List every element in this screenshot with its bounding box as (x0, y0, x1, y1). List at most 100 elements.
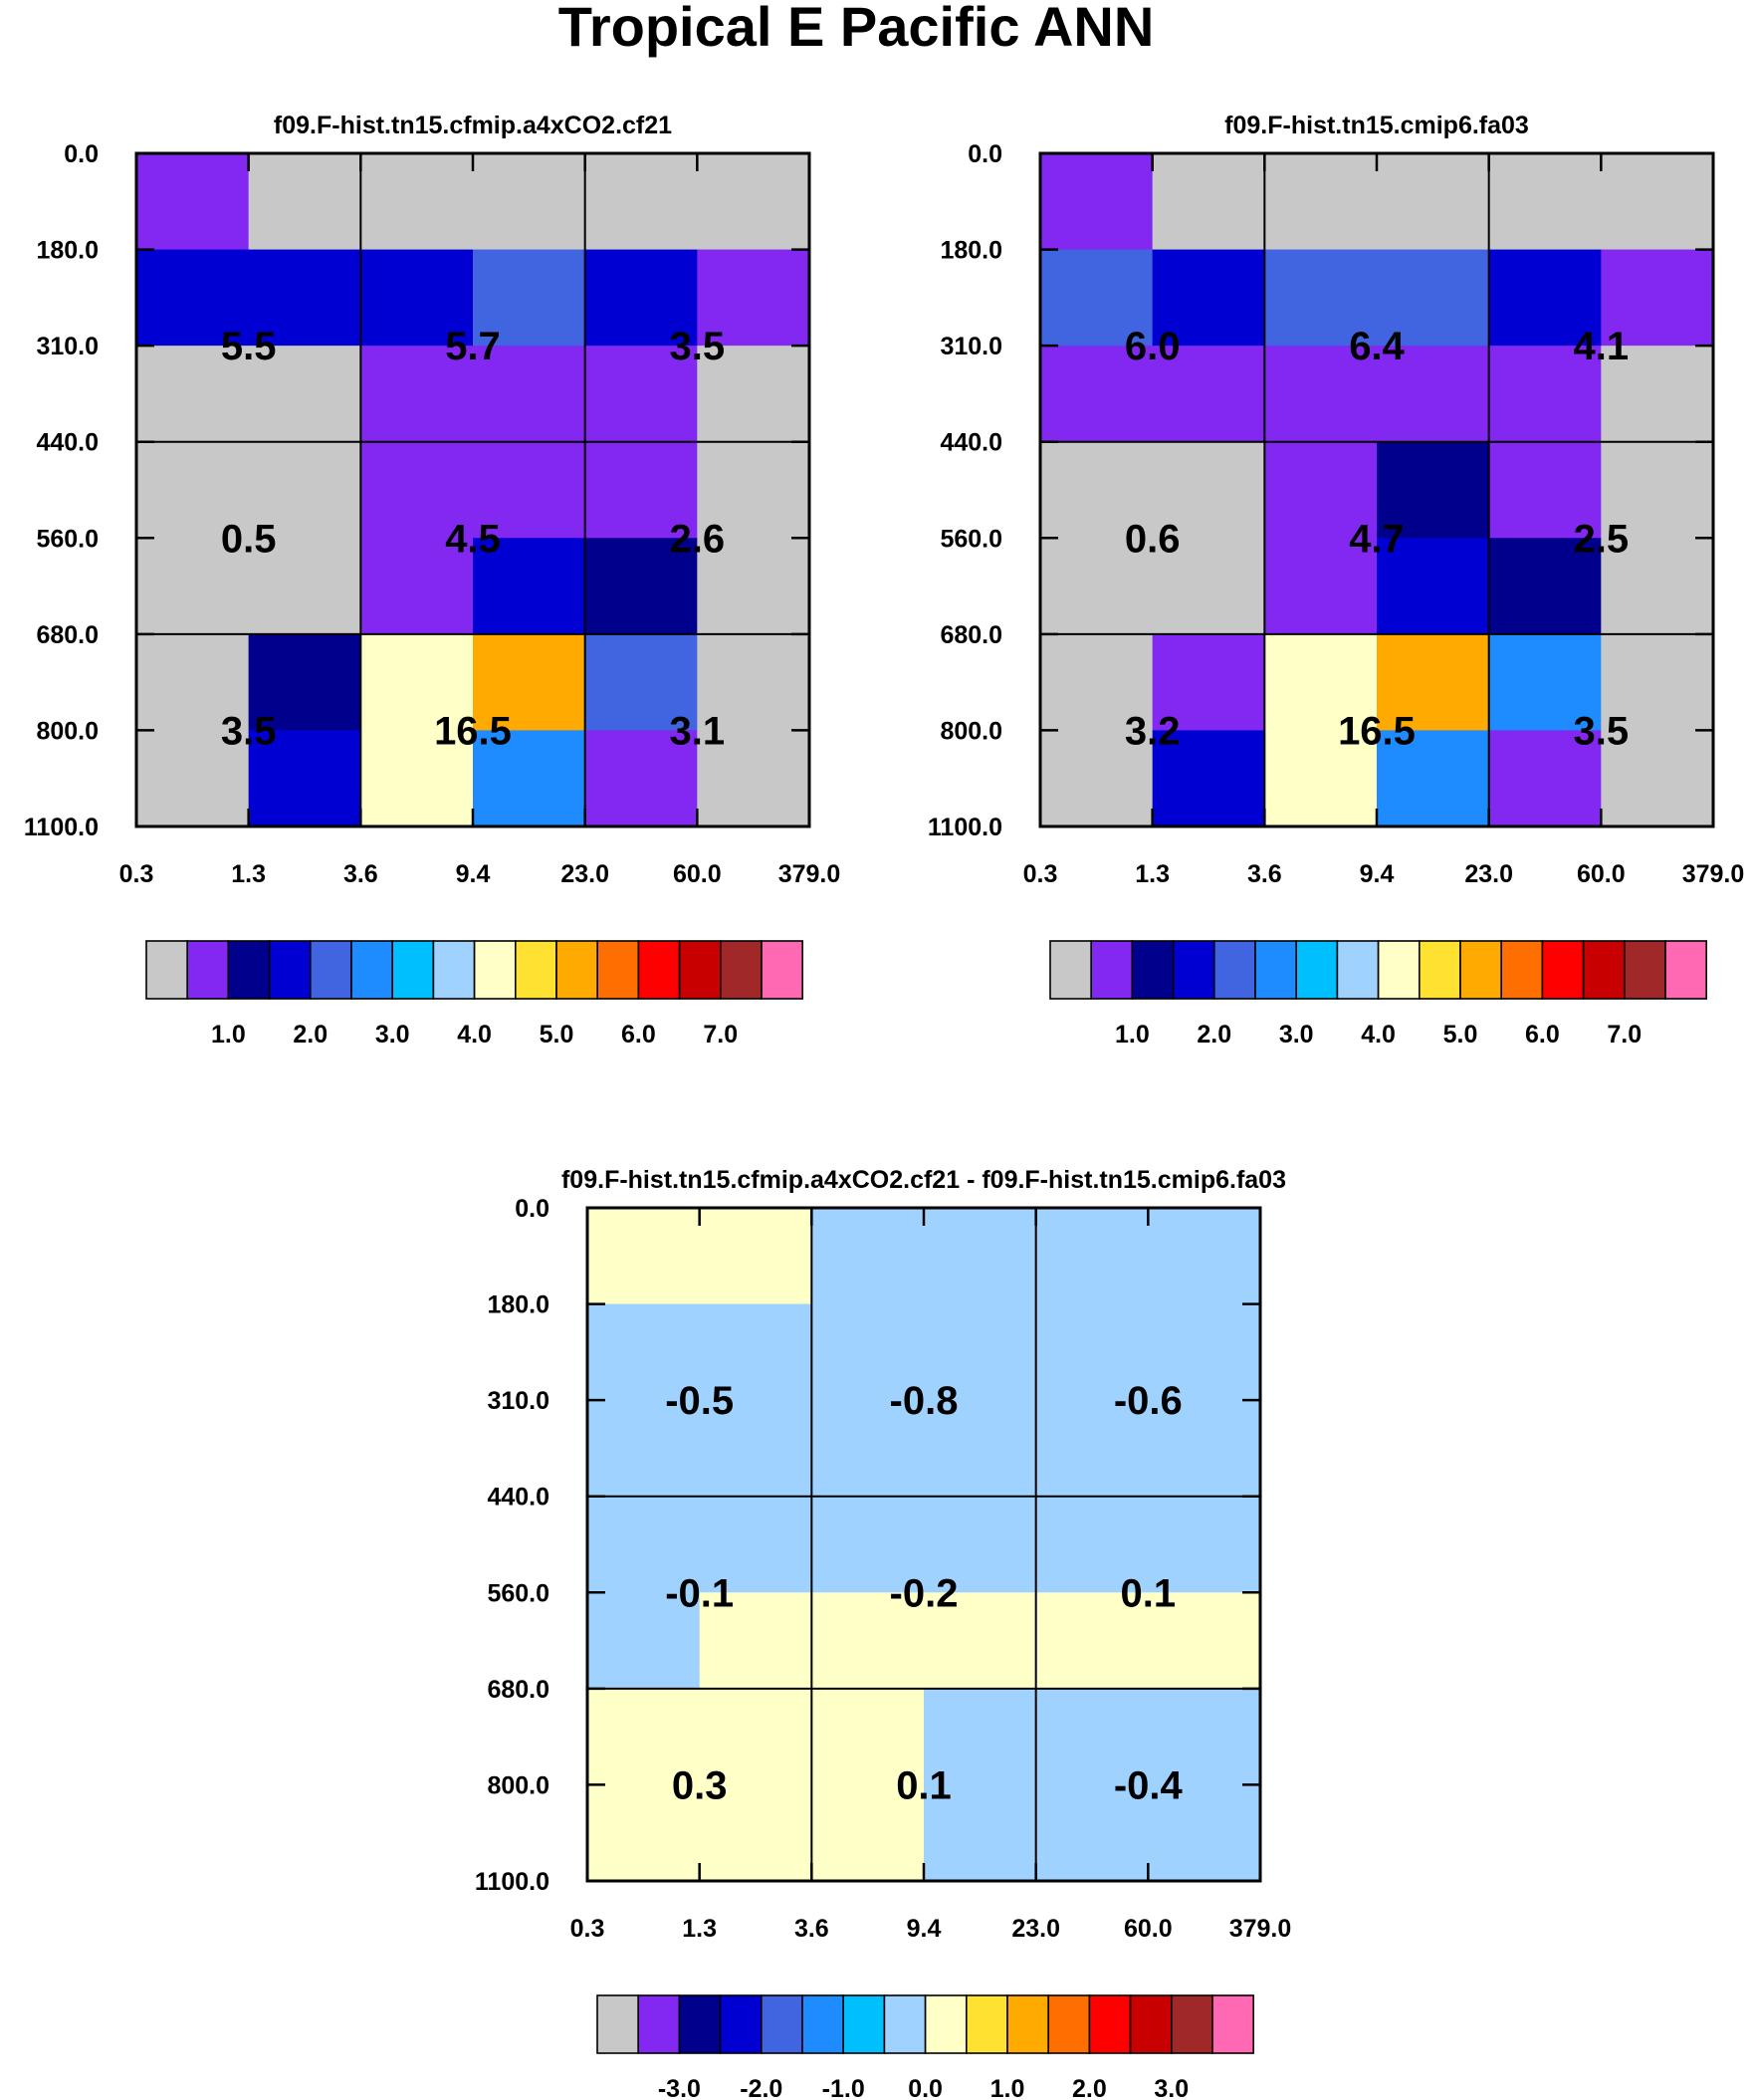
heatmap-cell (1488, 730, 1602, 827)
heatmap-cell (248, 633, 361, 732)
block-value-label: 3.2 (1125, 709, 1181, 753)
block-value-label: 16.5 (1338, 709, 1416, 753)
x-tick-label: 60.0 (1577, 860, 1626, 888)
y-tick-label: 800.0 (36, 717, 99, 745)
colorbar-box (965, 1994, 1008, 2054)
heatmap-cell (587, 1208, 701, 1305)
heatmap-cell (1488, 633, 1602, 732)
x-tick-label: 9.4 (456, 860, 491, 888)
colorbar-box (1006, 1994, 1050, 2054)
colorbar-box (637, 1994, 681, 2054)
heatmap-cell (587, 1784, 701, 1882)
block-value-label: 0.3 (672, 1763, 728, 1807)
colorbar-box (1171, 1994, 1213, 2054)
y-tick-label: 800.0 (487, 1771, 549, 1799)
colorbar-box (1295, 940, 1339, 1000)
heatmap-cell (587, 1592, 701, 1690)
y-tick-label: 680.0 (36, 621, 99, 649)
heatmap-cell (1601, 441, 1714, 539)
heatmap-cell (1264, 538, 1378, 635)
heatmap-cell (924, 1303, 1037, 1401)
heatmap-cell (1377, 153, 1490, 251)
colorbar-box (432, 940, 476, 1000)
heatmap-cell (1148, 1688, 1261, 1786)
heatmap-cell (1377, 730, 1490, 827)
heatmap-cell (1035, 1784, 1149, 1882)
heatmap-cell (1148, 1208, 1261, 1305)
colorbar-box (1664, 940, 1708, 1000)
heatmap-cell (1377, 249, 1490, 347)
colorbar-box (1049, 940, 1093, 1000)
heatmap-cell (1601, 633, 1714, 732)
y-tick-label: 1100.0 (475, 1868, 549, 1896)
heatmap-cell (1152, 249, 1265, 347)
heatmap-cell (1148, 1400, 1261, 1498)
y-tick-label: 180.0 (940, 237, 1002, 265)
heatmap-cell (1488, 346, 1602, 443)
heatmap-cell (1264, 730, 1378, 827)
heatmap-cell (248, 346, 361, 443)
heatmap-cell (360, 153, 474, 251)
heatmap-cell (136, 441, 250, 539)
block-value-label: 3.5 (221, 709, 277, 753)
heatmap-cell (1040, 153, 1154, 251)
heatmap-cell (136, 633, 250, 732)
y-tick-label: 1100.0 (24, 814, 99, 841)
heatmap-cell (1601, 730, 1714, 827)
colorbar-box (924, 1994, 968, 2054)
heatmap-cell (811, 1303, 925, 1401)
block-value-label: -0.8 (890, 1379, 959, 1423)
x-tick-label: 3.6 (1247, 860, 1282, 888)
x-tick-label: 60.0 (1124, 1915, 1173, 1943)
heatmap-cell (1152, 730, 1265, 827)
colorbar-box (350, 940, 394, 1000)
panel-a: f09.F-hist.tn15.cfmip.a4xCO2.cf21 0.0 180.… (24, 112, 840, 1049)
y-tick-label: 560.0 (487, 1579, 549, 1607)
y-tick-label: 440.0 (487, 1484, 549, 1512)
heatmap-cell (1264, 633, 1378, 732)
x-tick-label: 3.6 (343, 860, 378, 888)
heatmap-cell (1040, 633, 1154, 732)
heatmap-cell (1040, 441, 1154, 539)
heatmap-cell (584, 249, 698, 347)
colorbar-box (1090, 940, 1134, 1000)
y-tick-label: 310.0 (487, 1387, 549, 1415)
x-tick-label: 23.0 (1011, 1915, 1060, 1943)
block-value-label: 4.1 (1574, 325, 1630, 368)
block-value-label: 4.7 (1349, 517, 1405, 561)
heatmap-cell (473, 346, 586, 443)
colorbar-box (1624, 940, 1666, 1000)
panel-b: f09.F-hist.tn15.cmip6.fa03 0.0 180.0 310.0 4… (928, 112, 1744, 1049)
heatmap-cell (1040, 346, 1154, 443)
colorbar-box (883, 1994, 927, 2054)
heatmap-cell (473, 633, 586, 732)
colorbar-box (473, 940, 517, 1000)
colorbar-box (761, 940, 804, 1000)
x-tick-label: 23.0 (560, 860, 609, 888)
heatmap-cell (697, 633, 810, 732)
heatmap-cell (136, 249, 250, 347)
heatmap-cell (587, 1400, 701, 1498)
heatmap-cell (1152, 538, 1265, 635)
colorbar-box (1047, 1994, 1091, 2054)
heatmap-cell (584, 633, 698, 732)
heatmap-cell (811, 1592, 925, 1690)
colorbar-box (719, 940, 763, 1000)
heatmap-cell (136, 346, 250, 443)
colorbar-label: -3.0 (658, 2075, 701, 2100)
heatmap-cell (136, 153, 250, 251)
panel-title: f09.F-hist.tn15.cfmip.a4xCO2.cf21 - f09.… (561, 1166, 1286, 1194)
block-value-label: 3.5 (1574, 709, 1630, 753)
colorbar-label: 6.0 (1525, 1021, 1560, 1049)
colorbar-label: 4.0 (457, 1021, 492, 1049)
heatmap-cell (1035, 1400, 1149, 1498)
colorbar-box (186, 940, 230, 1000)
heatmap-cell (1152, 441, 1265, 539)
colorbar-label: 1.0 (990, 2075, 1025, 2100)
heatmap-cell (1488, 441, 1602, 539)
block-value-label: 0.6 (1125, 517, 1181, 561)
heatmap-cell (924, 1784, 1037, 1882)
x-tick-label: 0.3 (1023, 860, 1058, 888)
heatmap-cell (584, 441, 698, 539)
